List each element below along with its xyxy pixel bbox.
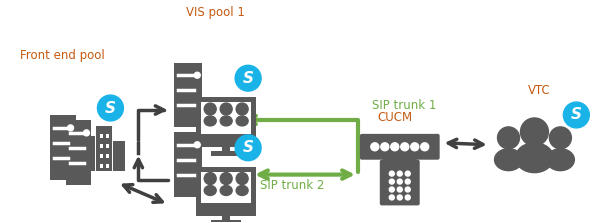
Circle shape xyxy=(194,142,200,148)
Bar xyxy=(66,120,91,185)
Text: S: S xyxy=(105,101,116,116)
Circle shape xyxy=(405,171,410,176)
FancyBboxPatch shape xyxy=(383,156,417,170)
Circle shape xyxy=(389,179,394,184)
Circle shape xyxy=(401,143,409,151)
Bar xyxy=(106,164,109,168)
Circle shape xyxy=(397,171,402,176)
Circle shape xyxy=(220,173,232,185)
Text: VIS pool 2: VIS pool 2 xyxy=(186,114,245,126)
Circle shape xyxy=(235,135,261,161)
Circle shape xyxy=(235,65,261,91)
FancyBboxPatch shape xyxy=(380,160,420,205)
Circle shape xyxy=(84,130,90,136)
Bar xyxy=(222,139,230,151)
Circle shape xyxy=(97,95,123,121)
Text: S: S xyxy=(243,140,254,155)
Circle shape xyxy=(498,127,520,149)
Text: Front end pool: Front end pool xyxy=(20,49,105,62)
Circle shape xyxy=(205,173,216,185)
Bar xyxy=(96,126,112,171)
Bar xyxy=(50,116,75,180)
Ellipse shape xyxy=(220,116,232,126)
Text: S: S xyxy=(243,71,254,86)
Text: SIP trunk 2: SIP trunk 2 xyxy=(260,179,325,192)
Circle shape xyxy=(389,195,394,200)
Text: S: S xyxy=(571,107,582,122)
Ellipse shape xyxy=(205,116,216,126)
Circle shape xyxy=(397,187,402,192)
Bar xyxy=(196,167,256,216)
Bar xyxy=(211,220,241,223)
Bar xyxy=(114,141,126,171)
Circle shape xyxy=(220,103,232,115)
Circle shape xyxy=(390,143,399,151)
Circle shape xyxy=(381,143,389,151)
Text: CUCM: CUCM xyxy=(377,112,413,124)
Circle shape xyxy=(371,143,379,151)
Ellipse shape xyxy=(205,186,216,196)
Circle shape xyxy=(405,195,410,200)
Bar xyxy=(83,136,96,171)
FancyBboxPatch shape xyxy=(360,134,440,160)
Circle shape xyxy=(421,143,429,151)
Circle shape xyxy=(205,103,216,115)
Circle shape xyxy=(68,125,74,131)
Text: VTC: VTC xyxy=(528,84,551,97)
Circle shape xyxy=(405,179,410,184)
Text: SIP trunk 1: SIP trunk 1 xyxy=(372,99,436,112)
Bar xyxy=(100,144,103,148)
Ellipse shape xyxy=(236,116,248,126)
Circle shape xyxy=(194,72,200,78)
Bar xyxy=(106,154,109,158)
Circle shape xyxy=(397,179,402,184)
Circle shape xyxy=(236,173,248,185)
Circle shape xyxy=(563,102,589,128)
Circle shape xyxy=(520,118,548,146)
Circle shape xyxy=(405,187,410,192)
Bar xyxy=(100,154,103,158)
Circle shape xyxy=(397,195,402,200)
Circle shape xyxy=(411,143,419,151)
Circle shape xyxy=(389,171,394,176)
Bar xyxy=(106,134,109,138)
Text: VIS pool 1: VIS pool 1 xyxy=(186,6,245,19)
Bar xyxy=(202,102,251,134)
Ellipse shape xyxy=(515,143,553,173)
Circle shape xyxy=(550,127,571,149)
Ellipse shape xyxy=(220,186,232,196)
Bar xyxy=(100,134,103,138)
Circle shape xyxy=(236,103,248,115)
Bar xyxy=(174,63,202,127)
Ellipse shape xyxy=(495,149,523,171)
Bar xyxy=(202,172,251,203)
Bar xyxy=(106,144,109,148)
Circle shape xyxy=(389,187,394,192)
Bar xyxy=(196,97,256,147)
Bar xyxy=(100,164,103,168)
Ellipse shape xyxy=(547,149,574,171)
Ellipse shape xyxy=(236,186,248,196)
Bar xyxy=(174,132,202,197)
Bar xyxy=(222,208,230,220)
Bar xyxy=(211,151,241,156)
